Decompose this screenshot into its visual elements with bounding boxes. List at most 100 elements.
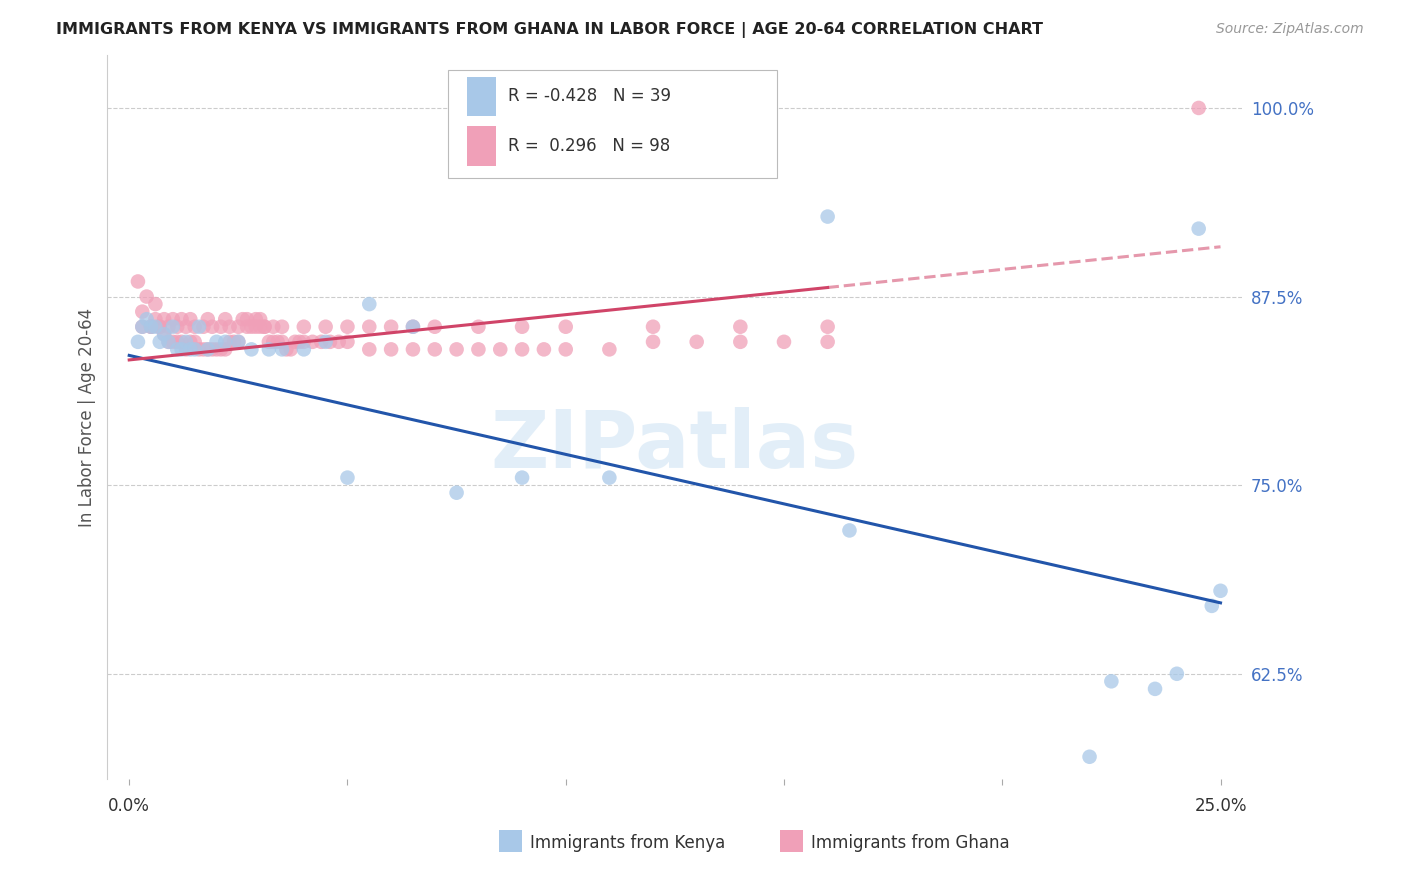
Point xyxy=(510,470,533,484)
Point xyxy=(139,319,162,334)
Point xyxy=(1078,749,1101,764)
Text: 0.0%: 0.0% xyxy=(108,797,150,815)
Point xyxy=(686,334,709,349)
Point xyxy=(240,343,263,357)
Point xyxy=(139,319,162,334)
Point xyxy=(359,297,381,311)
Point xyxy=(197,312,219,326)
Point xyxy=(131,319,153,334)
Point xyxy=(209,343,232,357)
Point xyxy=(253,319,276,334)
Point xyxy=(170,334,193,349)
Point xyxy=(166,334,188,349)
Point xyxy=(292,334,315,349)
Point xyxy=(162,334,184,349)
Point xyxy=(271,334,294,349)
Point xyxy=(319,334,342,349)
Point xyxy=(730,319,752,334)
Point xyxy=(205,343,228,357)
Text: Immigrants from Kenya: Immigrants from Kenya xyxy=(530,834,725,852)
Point xyxy=(157,319,180,334)
Point xyxy=(245,312,267,326)
Point xyxy=(240,319,263,334)
Point xyxy=(183,343,205,357)
Text: R =  0.296   N = 98: R = 0.296 N = 98 xyxy=(508,136,671,154)
Point xyxy=(135,289,157,303)
Point xyxy=(328,334,350,349)
Point xyxy=(301,334,323,349)
Point xyxy=(209,319,232,334)
Point xyxy=(188,319,211,334)
Point xyxy=(228,334,250,349)
Point xyxy=(533,343,555,357)
Point xyxy=(336,334,359,349)
Point xyxy=(423,343,446,357)
Point xyxy=(262,334,284,349)
Text: 25.0%: 25.0% xyxy=(1194,797,1247,815)
Point xyxy=(222,334,245,349)
Point xyxy=(236,312,259,326)
Point xyxy=(166,343,188,357)
Point xyxy=(145,312,167,326)
Point xyxy=(446,485,468,500)
Point xyxy=(228,334,250,349)
Point xyxy=(336,319,359,334)
Point xyxy=(423,319,446,334)
Point xyxy=(817,334,839,349)
Point xyxy=(284,334,307,349)
Point xyxy=(249,319,271,334)
Point xyxy=(641,334,664,349)
Point xyxy=(214,343,236,357)
Point xyxy=(315,334,337,349)
Point xyxy=(179,312,201,326)
Point xyxy=(359,319,381,334)
Point xyxy=(157,334,180,349)
Point xyxy=(292,319,315,334)
Point xyxy=(174,319,197,334)
Point xyxy=(315,319,337,334)
Point xyxy=(292,343,315,357)
Point xyxy=(641,319,664,334)
Text: R = -0.428   N = 39: R = -0.428 N = 39 xyxy=(508,87,671,105)
Point xyxy=(162,319,184,334)
Point xyxy=(1188,221,1211,235)
Point xyxy=(170,312,193,326)
Point xyxy=(838,524,860,538)
Point xyxy=(1166,666,1188,681)
Text: ZIPatlas: ZIPatlas xyxy=(491,408,859,485)
Point xyxy=(183,319,205,334)
Point xyxy=(311,334,333,349)
Point xyxy=(257,343,280,357)
Point xyxy=(149,319,172,334)
Point xyxy=(598,343,620,357)
FancyBboxPatch shape xyxy=(449,70,778,178)
Point xyxy=(127,275,149,289)
Point xyxy=(153,327,176,342)
Point xyxy=(174,334,197,349)
Point xyxy=(730,334,752,349)
Point xyxy=(467,319,489,334)
Point xyxy=(554,319,576,334)
Point xyxy=(817,319,839,334)
Point xyxy=(249,312,271,326)
Point xyxy=(1188,101,1211,115)
Point xyxy=(280,343,302,357)
Point xyxy=(179,334,201,349)
Point xyxy=(218,334,240,349)
Point xyxy=(149,334,172,349)
Point xyxy=(554,343,576,357)
Point xyxy=(214,312,236,326)
Text: Source: ZipAtlas.com: Source: ZipAtlas.com xyxy=(1216,22,1364,37)
Point xyxy=(276,343,298,357)
Point xyxy=(236,319,259,334)
Point xyxy=(193,319,215,334)
Point xyxy=(139,319,162,334)
Point xyxy=(197,343,219,357)
Bar xyxy=(467,126,495,166)
Point xyxy=(135,312,157,326)
Point xyxy=(153,327,176,342)
Point xyxy=(271,319,294,334)
Text: IMMIGRANTS FROM KENYA VS IMMIGRANTS FROM GHANA IN LABOR FORCE | AGE 20-64 CORREL: IMMIGRANTS FROM KENYA VS IMMIGRANTS FROM… xyxy=(56,22,1043,38)
Point xyxy=(201,343,224,357)
Point xyxy=(218,319,240,334)
